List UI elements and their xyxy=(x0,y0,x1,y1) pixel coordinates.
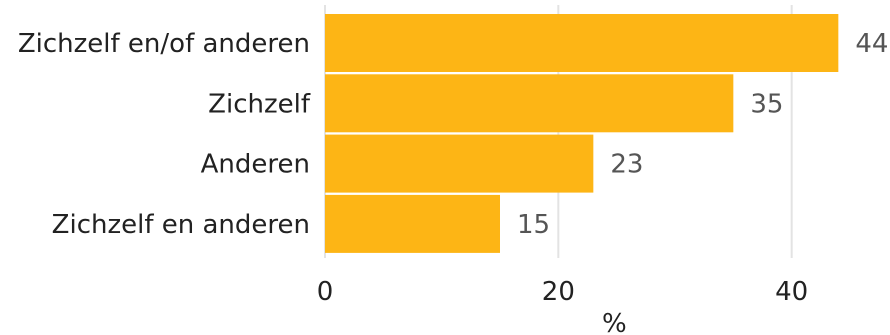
x-tick-label: 20 xyxy=(542,277,575,307)
x-tick-labels: 0 20 40 xyxy=(317,277,808,307)
data-label: 15 xyxy=(517,210,550,240)
bar xyxy=(325,14,839,72)
data-label: 44 xyxy=(855,29,888,59)
data-label: 23 xyxy=(610,150,643,180)
bar xyxy=(325,74,734,133)
x-tick-label: 40 xyxy=(775,277,808,307)
bars xyxy=(325,14,839,253)
category-label: Zichzelf xyxy=(208,89,311,119)
category-labels: Zichzelf en/of anderen Zichzelf Anderen Zic… xyxy=(18,29,311,240)
value-labels: 44 35 23 15 xyxy=(517,29,888,240)
category-label: Anderen xyxy=(201,150,310,180)
category-label: Zichzelf en/of anderen xyxy=(18,29,310,59)
x-tick-label: 0 xyxy=(317,277,334,307)
category-label: Zichzelf en anderen xyxy=(52,210,310,240)
bar xyxy=(325,194,500,253)
bar xyxy=(325,134,594,193)
data-label: 35 xyxy=(750,89,783,119)
x-axis-title: % xyxy=(602,309,627,335)
